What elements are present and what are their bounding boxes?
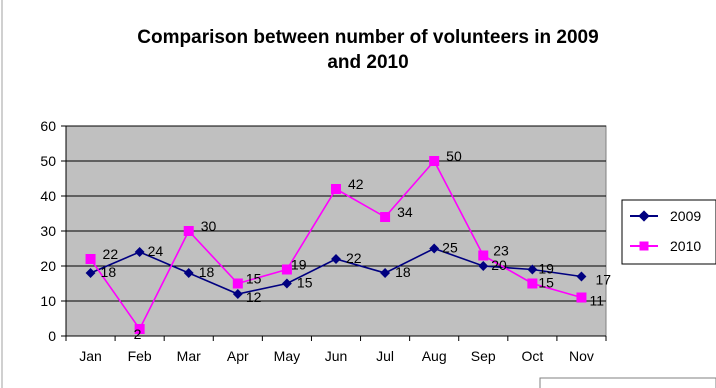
y-tick-label: 50 [40, 153, 56, 169]
y-tick-label: 0 [48, 328, 56, 344]
data-label-2009-May: 15 [297, 275, 313, 291]
gridlines [66, 125, 606, 302]
data-label-2010-Aug: 50 [446, 148, 462, 164]
x-tick-label: Jul [376, 348, 394, 364]
point-2010-Mar [183, 226, 194, 236]
legend-marker-2010 [639, 241, 649, 251]
point-2010-Nov [576, 292, 587, 303]
point-2009-Sep [478, 261, 489, 271]
point-2010-Oct [527, 278, 538, 289]
point-2009-Oct [527, 264, 538, 275]
data-label-2010-Apr: 15 [246, 271, 262, 287]
y-tick-label: 40 [40, 188, 56, 204]
x-tick-label: Sep [471, 348, 496, 364]
x-tick-label: Aug [422, 348, 447, 364]
data-label-2010-Mar: 30 [201, 218, 217, 234]
data-label-2010-Nov: 11 [589, 293, 604, 309]
point-2010-Jan [85, 254, 96, 264]
y-tick-label: 10 [40, 293, 56, 309]
point-2010-Jul [380, 212, 391, 222]
data-label-2009-Jul: 18 [395, 264, 411, 280]
data-label-2009-Mar: 18 [199, 264, 215, 280]
adjacent-box-edge [539, 377, 716, 388]
series-layer [85, 156, 587, 334]
data-label-2010-Feb: 2 [134, 326, 142, 342]
point-2010-Apr [232, 278, 243, 289]
legend: 2009 2010 [621, 199, 716, 265]
legend-box [621, 199, 716, 265]
x-tick-label: Apr [227, 348, 249, 364]
data-label-2009-Apr: 12 [246, 289, 262, 305]
x-tick-label: Nov [569, 348, 594, 364]
data-label-2010-Jul: 34 [397, 204, 413, 220]
point-2009-Aug [429, 243, 440, 254]
x-tick-label: Jun [325, 348, 348, 364]
y-tick-label: 20 [40, 258, 56, 274]
x-tick-label: Oct [521, 348, 543, 364]
point-2009-Jul [380, 268, 391, 278]
point-2009-May [281, 278, 292, 289]
y-tick-label: 30 [40, 223, 56, 239]
y-axis: 0 10 20 30 40 50 60 [40, 118, 67, 344]
chart-title-line-2: and 2010 [327, 52, 408, 73]
x-tick-label: Feb [128, 348, 152, 364]
chart-title-line-1: Comparison between number of volunteers … [137, 27, 598, 48]
legend-marker-2009 [638, 210, 650, 222]
point-2010-Feb [134, 324, 145, 334]
data-label-2009-Jun: 22 [346, 250, 362, 266]
legend-label-2009: 2009 [670, 208, 701, 224]
point-2010-May [281, 264, 292, 275]
legend-label-2010: 2010 [670, 238, 701, 254]
point-2009-Nov [576, 271, 587, 282]
data-label-2010-Jan: 22 [103, 246, 119, 262]
x-tick-label: May [274, 348, 300, 364]
x-tick-label: Jan [79, 348, 102, 364]
data-label-2010-Oct: 15 [538, 275, 554, 291]
data-label-2010-Jun: 42 [348, 176, 364, 192]
point-2009-Feb [134, 247, 145, 257]
data-label-2009-Sep: 20 [491, 257, 507, 273]
data-label-2009-Oct: 19 [538, 261, 554, 277]
data-label-2010-Sep: 23 [493, 243, 509, 259]
point-2010-Jun [331, 184, 341, 194]
point-2010-Aug [429, 156, 440, 166]
data-label-2009-Jan: 18 [101, 264, 117, 280]
x-tick-label: Mar [177, 348, 201, 364]
point-2010-Sep [478, 250, 489, 261]
y-tick-label: 60 [40, 118, 56, 134]
data-label-2009-Aug: 25 [442, 240, 458, 256]
data-label-2010-May: 19 [291, 257, 307, 273]
x-axis: Jan Feb Mar Apr May Jun Jul Aug Sep Oct Nov [65, 335, 607, 364]
data-label-2009-Nov: 17 [595, 272, 611, 288]
point-2009-Mar [183, 268, 194, 278]
data-label-2009-Feb: 24 [148, 243, 164, 259]
point-2009-Apr [232, 289, 243, 299]
